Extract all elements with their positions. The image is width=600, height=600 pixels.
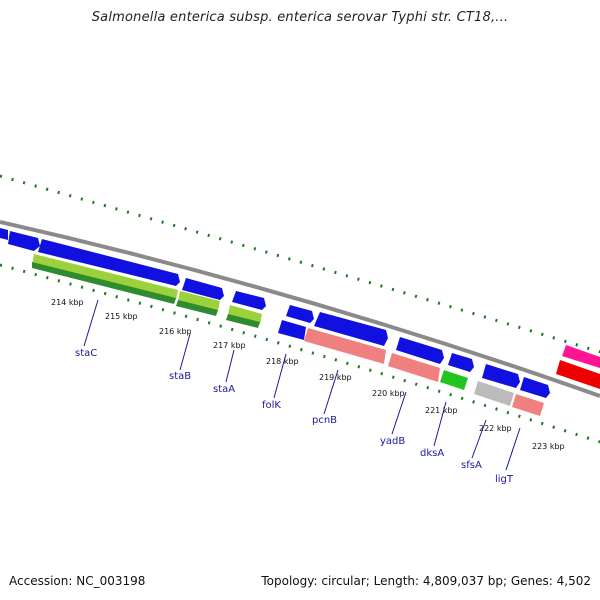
gene-arrow [182,278,224,300]
gene-arrow [512,394,544,416]
kbp-label: 222 kbp [479,424,512,433]
kbp-label: 223 kbp [532,442,565,451]
gene-arrow [562,345,600,368]
gene-arrow [520,377,550,398]
leader-line [273,353,287,399]
genome-stats-text: Topology: circular; Length: 4,809,037 bp… [261,574,591,588]
kbp-label: 221 kbp [425,406,458,415]
gene-arrow [314,312,388,346]
gene-arrow [482,364,520,388]
kbp-label: 217 kbp [213,341,246,350]
gene-label: folK [262,400,281,411]
gene-label: sfsA [461,460,482,471]
leader-line [83,299,99,347]
gene-arrow [278,320,306,340]
gene-arrow [226,314,260,328]
map-title: Salmonella enterica subsp. enterica sero… [91,10,509,25]
kbp-label: 218 kbp [266,357,299,366]
leader-line [433,401,447,447]
gene-arrow [32,254,178,300]
kbp-label: 219 kbp [319,373,352,382]
gene-label: staC [75,348,97,359]
accession-text: Accession: NC_003198 [9,574,146,588]
gene-arrow [178,291,220,311]
gene-arrow [474,381,514,406]
gene-arrow [38,239,180,286]
gene-arrow [556,360,600,389]
gene-arrow [32,262,176,304]
gene-label: dksA [420,448,444,459]
gene-arrow [440,370,468,390]
gene-arrow [304,328,386,364]
leader-line [225,349,235,383]
kbp-label: 215 kbp [105,312,138,321]
leader-line [505,427,521,471]
gene-arrow [388,353,440,382]
gene-label: pcnB [312,415,337,426]
gene-label: ligT [495,474,514,485]
gene-label: yadB [380,436,405,447]
gene-arrow [8,231,40,251]
leader-line [323,369,339,415]
genome-backbone [0,220,600,398]
kbp-label: 216 kbp [159,327,192,336]
gene-label: staB [169,371,191,382]
gene-arrow [176,300,218,316]
outer-tick-track [0,174,600,354]
leader-line [391,391,407,435]
kbp-label: 220 kbp [372,389,405,398]
gene-arrow [232,291,266,310]
gene-arrow [396,337,444,364]
gene-label: staA [213,384,235,395]
gene-arrow [228,305,262,324]
kbp-label: 214 kbp [51,298,84,307]
gene-arrow [0,228,8,240]
gene-arrow [286,305,314,323]
leader-line [471,419,487,459]
leader-line [179,333,191,371]
gene-arrow [448,353,474,372]
